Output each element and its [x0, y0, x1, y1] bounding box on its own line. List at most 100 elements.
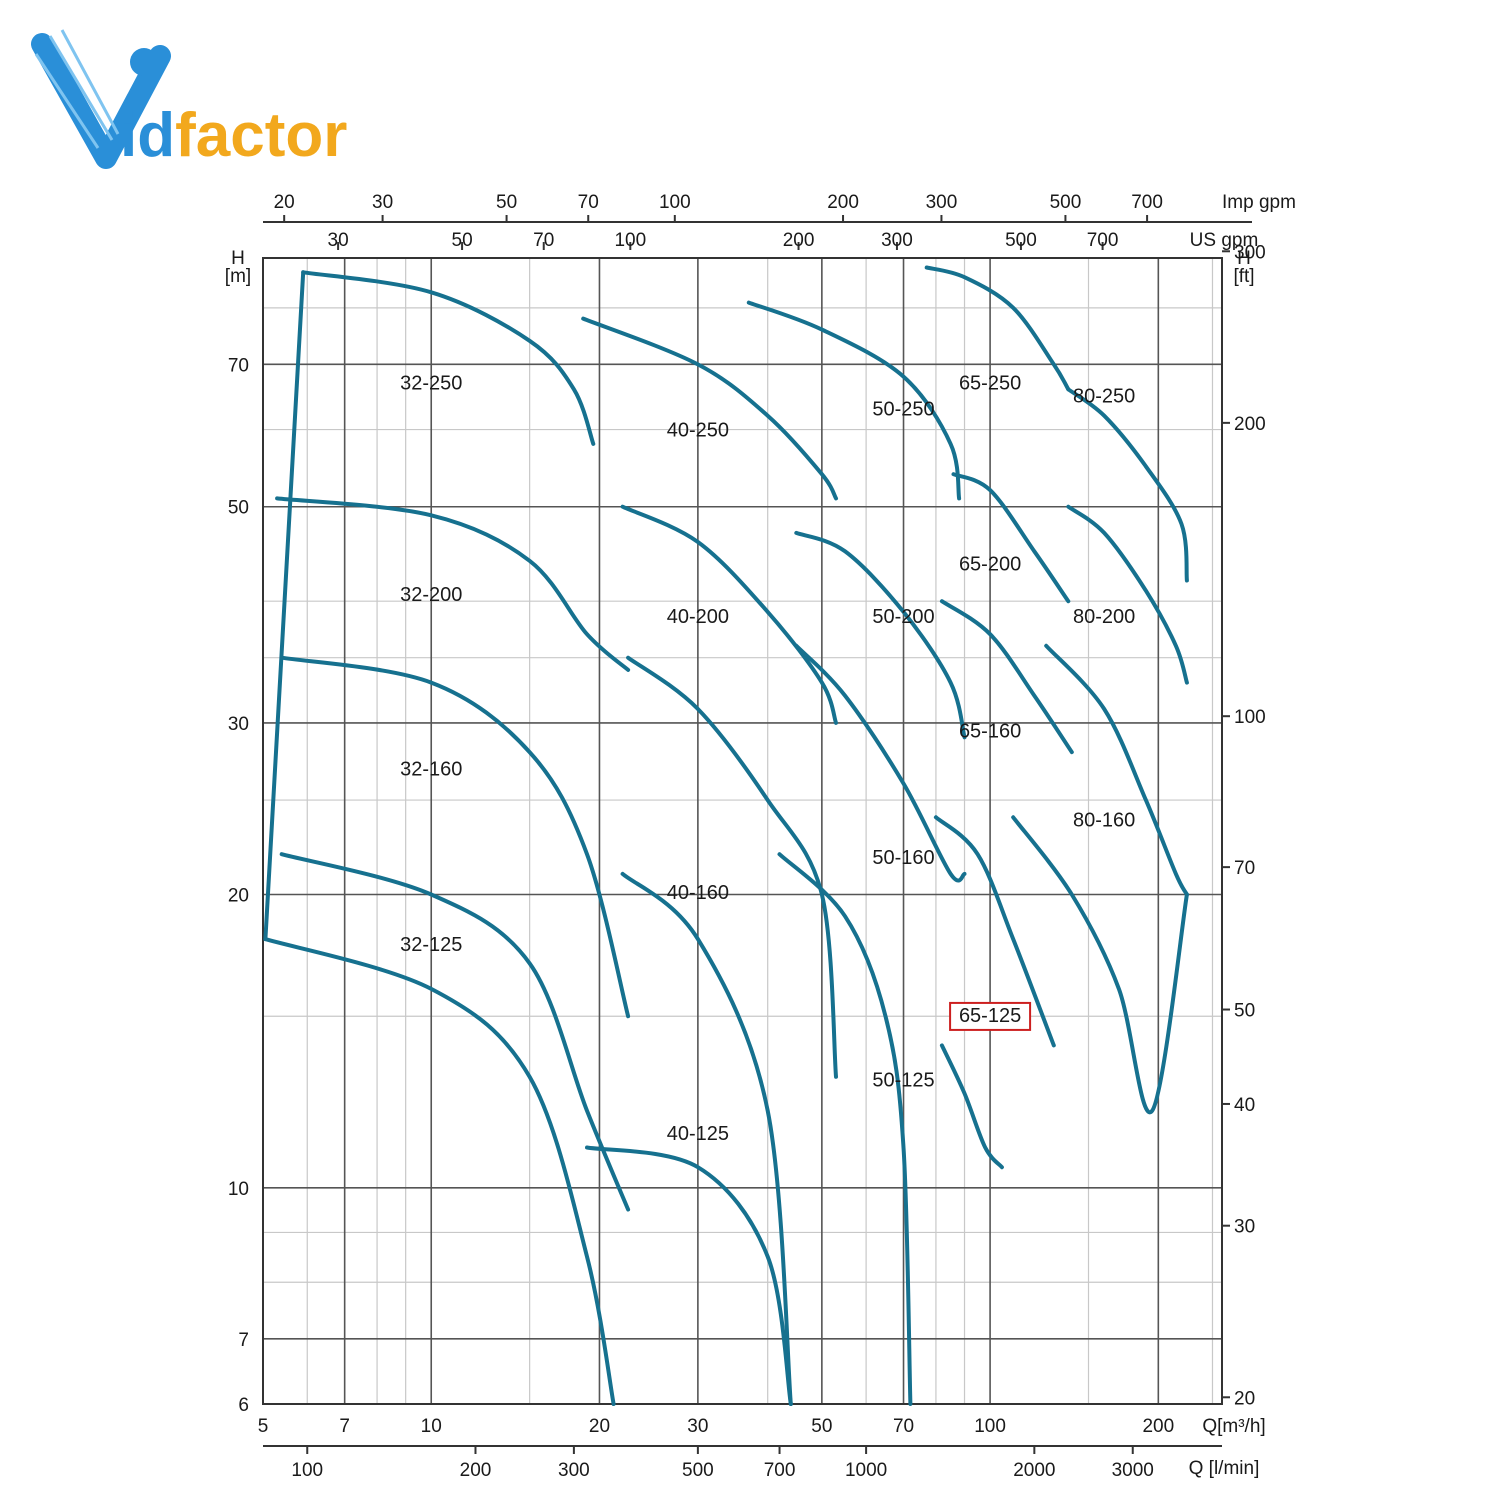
lpm-tick-label: 1000: [845, 1460, 887, 1481]
curve-80-bottom: [1011, 815, 1189, 1115]
y-axis-unit: [m]: [225, 266, 251, 287]
y2-axis-letter: H: [1237, 248, 1251, 269]
curve-65-250: [924, 265, 1071, 392]
imp-gpm-tick-label: 50: [496, 192, 517, 213]
region-label: 32-160: [400, 758, 462, 780]
region-label: 65-125: [959, 1005, 1021, 1027]
lpm-tick-label: 3000: [1112, 1460, 1154, 1481]
ft-tick-label: 40: [1234, 1095, 1255, 1116]
x-tick-label: 5: [258, 1416, 269, 1437]
curve-40-250: [581, 316, 838, 501]
us-gpm-tick-label: 300: [881, 230, 913, 251]
curve-80-200: [1066, 504, 1189, 685]
axis-group: 5 7 10 20 30 50 70 100 200 Q[m³/h]100 200 300 500 700…: [225, 192, 1296, 1481]
us-gpm-tick-label: 50: [452, 230, 473, 251]
x-axis-label: Q[m³/h]: [1202, 1416, 1265, 1437]
curve-40-160: [626, 655, 838, 1079]
y2-axis-unit: [ft]: [1233, 266, 1254, 287]
y-axis-letter: H: [231, 248, 245, 269]
y-tick-label: 6: [238, 1395, 249, 1416]
region-label: 80-250: [1073, 385, 1135, 407]
y-tick-label: 20: [228, 885, 249, 906]
ft-tick-label: 20: [1234, 1388, 1255, 1409]
region-label: 32-200: [400, 584, 462, 606]
region-label: 40-125: [667, 1123, 729, 1145]
imp-gpm-tick-label: 500: [1050, 192, 1082, 213]
x-tick-label: 100: [974, 1416, 1006, 1437]
region-label: 40-160: [667, 882, 729, 904]
curve-32-125: [279, 852, 631, 1212]
ft-tick-label: 30: [1234, 1217, 1255, 1238]
region-label: 65-200: [959, 554, 1021, 576]
region-label-group: 32-250 32-200 32-160 32-125 40-250 40-200 40-1…: [400, 372, 1135, 1145]
imp-gpm-tick-label: 300: [926, 192, 958, 213]
curve-left-boundary: [263, 270, 306, 942]
imp-gpm-tick-label: 100: [659, 192, 691, 213]
region-label: 50-200: [872, 606, 934, 628]
region-label: 50-160: [872, 847, 934, 869]
region-label: 32-125: [400, 934, 462, 956]
x-tick-label: 30: [687, 1416, 708, 1437]
curve-40-125: [620, 871, 793, 1406]
ft-tick-label: 300: [1234, 242, 1266, 263]
curve-65-bottom: [939, 1043, 1004, 1170]
y-tick-label: 50: [228, 498, 249, 519]
region-label: 65-160: [959, 720, 1021, 742]
curve-50-160: [794, 643, 967, 883]
us-gpm-tick-label: 100: [614, 230, 646, 251]
us-gpm-tick-label: 70: [533, 230, 554, 251]
curve-80-160: [1044, 643, 1189, 897]
imp-gpm-tick-label: 20: [274, 192, 295, 213]
y-tick-label: 30: [228, 714, 249, 735]
curve-group: [263, 265, 1189, 1406]
y-tick-label: 7: [238, 1330, 249, 1351]
x-tick-label: 50: [811, 1416, 832, 1437]
curve-32-160: [279, 655, 631, 1019]
curve-32-200: [275, 496, 631, 672]
us-gpm-tick-label: 200: [783, 230, 815, 251]
lpm-tick-label: 700: [764, 1460, 796, 1481]
x-tick-label: 200: [1142, 1416, 1174, 1437]
curve-40-bottom: [585, 1145, 793, 1406]
curve-50-250: [746, 300, 962, 501]
lpm-tick-label: 2000: [1013, 1460, 1055, 1481]
imp-gpm-tick-label: 200: [827, 192, 859, 213]
imp-gpm-tick-label: 700: [1131, 192, 1163, 213]
curve-80-250: [1066, 387, 1189, 583]
curve-40-200: [620, 504, 838, 725]
curve-65-125: [933, 815, 1056, 1048]
brand-logo: idfactor: [31, 29, 347, 170]
curve-32-250: [301, 270, 596, 446]
curve-50-200: [794, 530, 967, 740]
lpm-tick-label: 200: [460, 1460, 492, 1481]
imp-gpm-tick-label: 70: [578, 192, 599, 213]
curve-65-160: [939, 599, 1074, 755]
x-tick-label: 20: [589, 1416, 610, 1437]
logo-text: idfactor: [120, 101, 347, 170]
plot-border: [262, 257, 1223, 1405]
y-tick-label: 70: [228, 355, 249, 376]
imp-gpm-axis-label: Imp gpm: [1222, 192, 1296, 213]
logo-wing-icon: [31, 29, 171, 169]
us-gpm-tick-label: 500: [1005, 230, 1037, 251]
highlight-box: [949, 1001, 1032, 1031]
x-tick-label: 10: [421, 1416, 442, 1437]
ft-tick-label: 70: [1234, 858, 1255, 879]
us-gpm-tick-label: 30: [328, 230, 349, 251]
region-label: 40-250: [667, 420, 729, 442]
curve-32-bottom: [263, 937, 616, 1406]
region-label: 65-250: [959, 372, 1021, 394]
lpm-tick-label: 300: [558, 1460, 590, 1481]
imp-gpm-tick-label: 30: [372, 192, 393, 213]
curve-65-200: [951, 472, 1071, 604]
region-label: 80-200: [1073, 606, 1135, 628]
region-label: 80-160: [1073, 809, 1135, 831]
lpm-tick-label: 500: [682, 1460, 714, 1481]
y-tick-label: 10: [228, 1179, 249, 1200]
ft-tick-label: 100: [1234, 707, 1266, 728]
lpm-tick-label: 100: [291, 1460, 323, 1481]
region-label: 40-200: [667, 606, 729, 628]
ft-tick-label: 50: [1234, 1001, 1255, 1022]
lpm-axis-label: Q [l/min]: [1189, 1458, 1260, 1479]
us-gpm-tick-label: 700: [1087, 230, 1119, 251]
